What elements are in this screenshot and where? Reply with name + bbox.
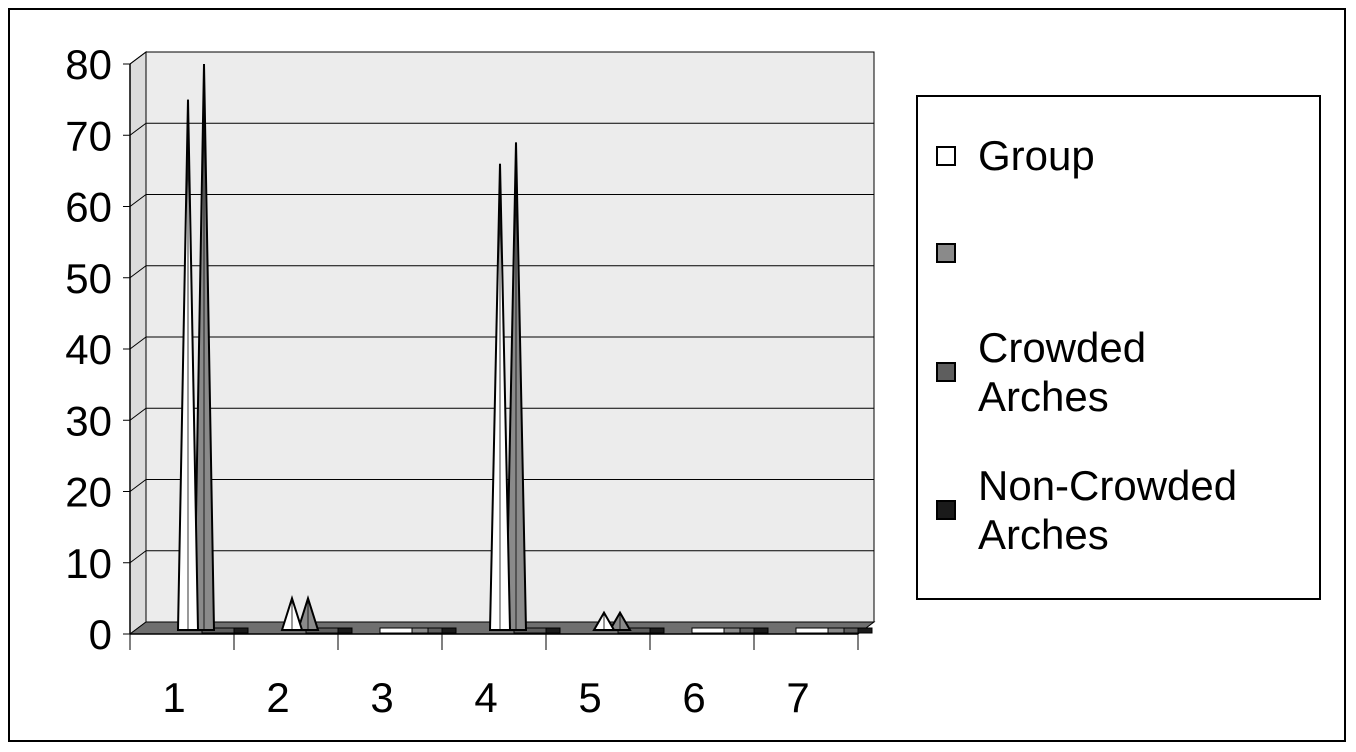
y-tick-label: 80: [65, 41, 112, 88]
x-tick-label: 5: [578, 674, 601, 721]
gridline-side: [129, 336, 147, 350]
legend-label-group: Group: [978, 132, 1095, 179]
x-tick-label: 7: [786, 674, 809, 721]
legend-label-crowded-arches: Crowded Arches: [978, 324, 1147, 421]
chart-frame: 0 10 20 30 40 50 60 70 80 1 2 3 4 5 6 7 Group Crowded A…: [8, 8, 1346, 742]
y-tick-label: 0: [89, 611, 112, 658]
legend-swatch-group: [936, 145, 956, 166]
legend-swatch-series-2: [936, 243, 956, 263]
x-tick-label: 1: [162, 674, 185, 721]
x-tick-label: 6: [682, 674, 705, 721]
gridline-side: [129, 550, 147, 564]
y-tick-label: 70: [65, 112, 112, 159]
legend-item-group: Group: [936, 131, 1095, 180]
chart-legend: Group Crowded Arches Non-Crowded Arches: [916, 95, 1321, 600]
gridline-side: [129, 265, 147, 279]
legend-label-non-crowded-arches: Non-Crowded Arches: [978, 462, 1238, 559]
legend-swatch-crowded-arches: [936, 362, 956, 383]
y-tick-label: 20: [65, 469, 112, 516]
legend-item-series-2: [936, 243, 978, 263]
x-tick-label: 2: [266, 674, 289, 721]
gridline-side: [129, 51, 147, 65]
legend-swatch-non-crowded-arches: [936, 500, 956, 521]
y-tick-label: 10: [65, 540, 112, 587]
y-tick-label: 30: [65, 397, 112, 444]
gridline-side: [129, 194, 147, 207]
gridline-side: [129, 479, 147, 492]
series-flat-mark: [691, 627, 725, 634]
y-tick-label: 60: [65, 184, 112, 231]
y-tick-label: 50: [65, 255, 112, 302]
gridline-side: [129, 407, 147, 421]
legend-item-non-crowded-arches: Non-Crowded Arches: [936, 461, 1237, 559]
y-tick-label: 40: [65, 326, 112, 373]
series-flat-mark: [795, 627, 829, 634]
x-tick-label: 3: [370, 674, 393, 721]
x-tick-label: 4: [474, 674, 497, 721]
gridline-side: [129, 122, 147, 136]
legend-item-crowded-arches: Crowded Arches: [936, 323, 1146, 421]
chart-plot: 0 10 20 30 40 50 60 70 80 1 2 3 4 5 6 7: [65, 41, 876, 721]
series-flat-mark: [379, 627, 413, 634]
